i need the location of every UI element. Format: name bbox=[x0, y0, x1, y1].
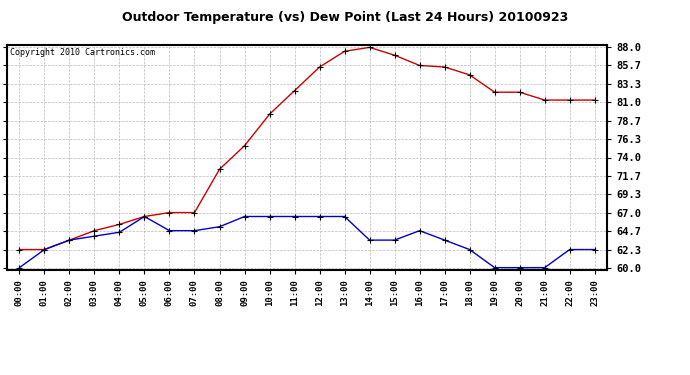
Text: Outdoor Temperature (vs) Dew Point (Last 24 Hours) 20100923: Outdoor Temperature (vs) Dew Point (Last… bbox=[122, 11, 568, 24]
Text: Copyright 2010 Cartronics.com: Copyright 2010 Cartronics.com bbox=[10, 48, 155, 57]
